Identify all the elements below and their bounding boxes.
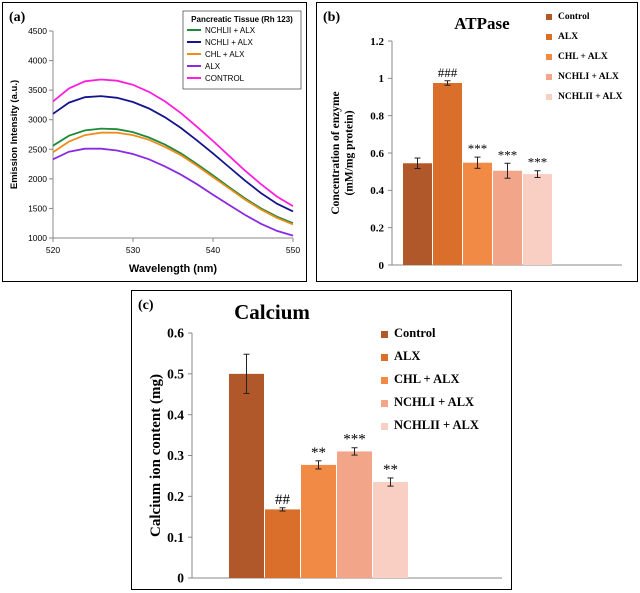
x-axis-title: Wavelength (nm) bbox=[129, 263, 218, 275]
x-tick-label: 550 bbox=[286, 245, 300, 255]
legend-swatch-1 bbox=[381, 354, 388, 361]
significance-label-2: ** bbox=[311, 445, 326, 461]
y-tick-label: 1.2 bbox=[370, 36, 384, 48]
x-tick-label: 530 bbox=[126, 245, 140, 255]
significance-label-2: *** bbox=[468, 141, 488, 156]
legend-entry-0: Control bbox=[394, 326, 436, 340]
series-line-1 bbox=[52, 95, 294, 213]
y-tick-label: 1000 bbox=[28, 233, 47, 243]
y-tick-label: 0.6 bbox=[370, 148, 384, 160]
y-tick-label: 2000 bbox=[28, 174, 47, 184]
y-tick-label: 3000 bbox=[28, 115, 47, 125]
bar-0 bbox=[403, 163, 432, 265]
y-tick-label: 3500 bbox=[28, 85, 47, 95]
y-tick-label: 0 bbox=[379, 260, 385, 272]
chart-a: (a) 1000 1500 2000 2500 3000 3500 4000 4500 520 53… bbox=[9, 10, 302, 275]
panel-a: (a) 1000 1500 2000 2500 3000 3500 4000 4500 520 53… bbox=[2, 2, 307, 282]
bar-4 bbox=[373, 482, 408, 578]
y-tick-label: 4000 bbox=[28, 56, 47, 66]
legend-entry-3: ALX bbox=[205, 62, 221, 71]
legend-entry-2: CHL + ALX bbox=[205, 50, 245, 59]
y-tick-label: 0.5 bbox=[167, 367, 184, 382]
y-tick-label: 1 bbox=[379, 73, 385, 85]
bar-1 bbox=[433, 83, 462, 265]
significance-label-3: *** bbox=[343, 432, 366, 448]
panel-label-a: (a) bbox=[9, 10, 26, 25]
y-tick-label: 0.3 bbox=[167, 448, 184, 463]
legend-swatch-4 bbox=[546, 94, 552, 100]
series-line-0 bbox=[52, 127, 294, 225]
bar-2 bbox=[301, 464, 336, 578]
legend-swatch-3 bbox=[381, 400, 388, 407]
y-tick-label: 0.6 bbox=[167, 326, 184, 341]
y-tick-label: 0.4 bbox=[167, 407, 184, 422]
bar-2 bbox=[463, 162, 492, 265]
y-axis-title: Emission Intensity (a.u.) bbox=[9, 80, 20, 189]
significance-label-3: *** bbox=[498, 147, 518, 162]
legend-entry-1: ALX bbox=[394, 349, 420, 363]
legend-entry-4: NCHLII + ALX bbox=[558, 92, 623, 102]
bar-0 bbox=[229, 373, 264, 578]
bar-3 bbox=[337, 451, 372, 578]
x-tick-label: 540 bbox=[206, 245, 220, 255]
chart-b: (b) ATPase 0 0.2 0.4 0.6 0.8 1 1.2 Concentration … bbox=[323, 10, 623, 272]
significance-label-4: ** bbox=[383, 462, 398, 478]
panel-c: (c) Calcium 0 0.1 0.2 0.3 0.4 0.5 0.6 Calcium ion… bbox=[131, 290, 512, 590]
legend-swatch-0 bbox=[546, 14, 552, 20]
legend-entry-3: NCHLI + ALX bbox=[558, 72, 619, 82]
legend-entry-2: CHL + ALX bbox=[558, 52, 608, 62]
x-tick-label: 520 bbox=[46, 245, 60, 255]
y-tick-label: 0.8 bbox=[370, 111, 384, 123]
chart-c: (c) Calcium 0 0.1 0.2 0.3 0.4 0.5 0.6 Calcium ion… bbox=[138, 298, 502, 586]
legend-entry-4: NCHLII + ALX bbox=[394, 418, 479, 432]
chart-title: Calcium bbox=[234, 300, 310, 324]
legend-entry-0: NCHLII + ALX bbox=[205, 26, 256, 35]
bar-4 bbox=[523, 174, 552, 265]
legend-entry-2: CHL + ALX bbox=[394, 372, 459, 386]
bar-3 bbox=[493, 170, 522, 265]
y-tick-label: 0.2 bbox=[167, 489, 184, 504]
legend-entry-0: Control bbox=[558, 12, 590, 22]
significance-label-1: ### bbox=[438, 65, 458, 80]
bar-1 bbox=[265, 509, 300, 578]
y-tick-label: 0.2 bbox=[370, 223, 384, 235]
significance-label-4: *** bbox=[528, 155, 548, 170]
panel-label: (c) bbox=[138, 298, 154, 313]
legend-entry-1: NCHLI + ALX bbox=[205, 38, 253, 47]
y-tick-label: 0.4 bbox=[370, 185, 384, 197]
y-tick-label: 4500 bbox=[28, 26, 47, 36]
y-tick-label: 1500 bbox=[28, 203, 47, 213]
legend-swatch-2 bbox=[381, 377, 388, 384]
y-axis-title: Calcium ion content (mg) bbox=[148, 374, 164, 537]
legend-swatch-2 bbox=[546, 54, 552, 60]
legend-title: Pancreatic Tissue (Rh 123) bbox=[191, 15, 293, 24]
y-tick-label: 2500 bbox=[28, 144, 47, 154]
significance-label-1: ## bbox=[275, 492, 291, 508]
series-line-2 bbox=[52, 131, 294, 226]
panel-label: (b) bbox=[323, 10, 340, 25]
series-line-3 bbox=[52, 147, 294, 237]
legend-swatch-1 bbox=[546, 34, 552, 40]
y-axis-title-line2: (mM/mg protein) bbox=[344, 110, 356, 195]
legend-swatch-0 bbox=[381, 331, 388, 338]
legend-entry-1: ALX bbox=[558, 32, 578, 42]
legend-swatch-3 bbox=[546, 74, 552, 80]
panel-b: (b) ATPase 0 0.2 0.4 0.6 0.8 1 1.2 Concentration … bbox=[316, 2, 638, 282]
series-line-4 bbox=[52, 78, 294, 207]
legend-entry-4: CONTROL bbox=[205, 74, 245, 83]
legend-entry-3: NCHLI + ALX bbox=[394, 395, 474, 409]
legend-box bbox=[182, 10, 302, 90]
y-axis-title-line1: Concentration of enzyme bbox=[330, 91, 342, 214]
y-tick-label: 0 bbox=[177, 571, 184, 586]
legend-swatch-4 bbox=[381, 423, 388, 430]
chart-title: ATPase bbox=[454, 14, 510, 33]
y-tick-label: 0.1 bbox=[167, 530, 184, 545]
